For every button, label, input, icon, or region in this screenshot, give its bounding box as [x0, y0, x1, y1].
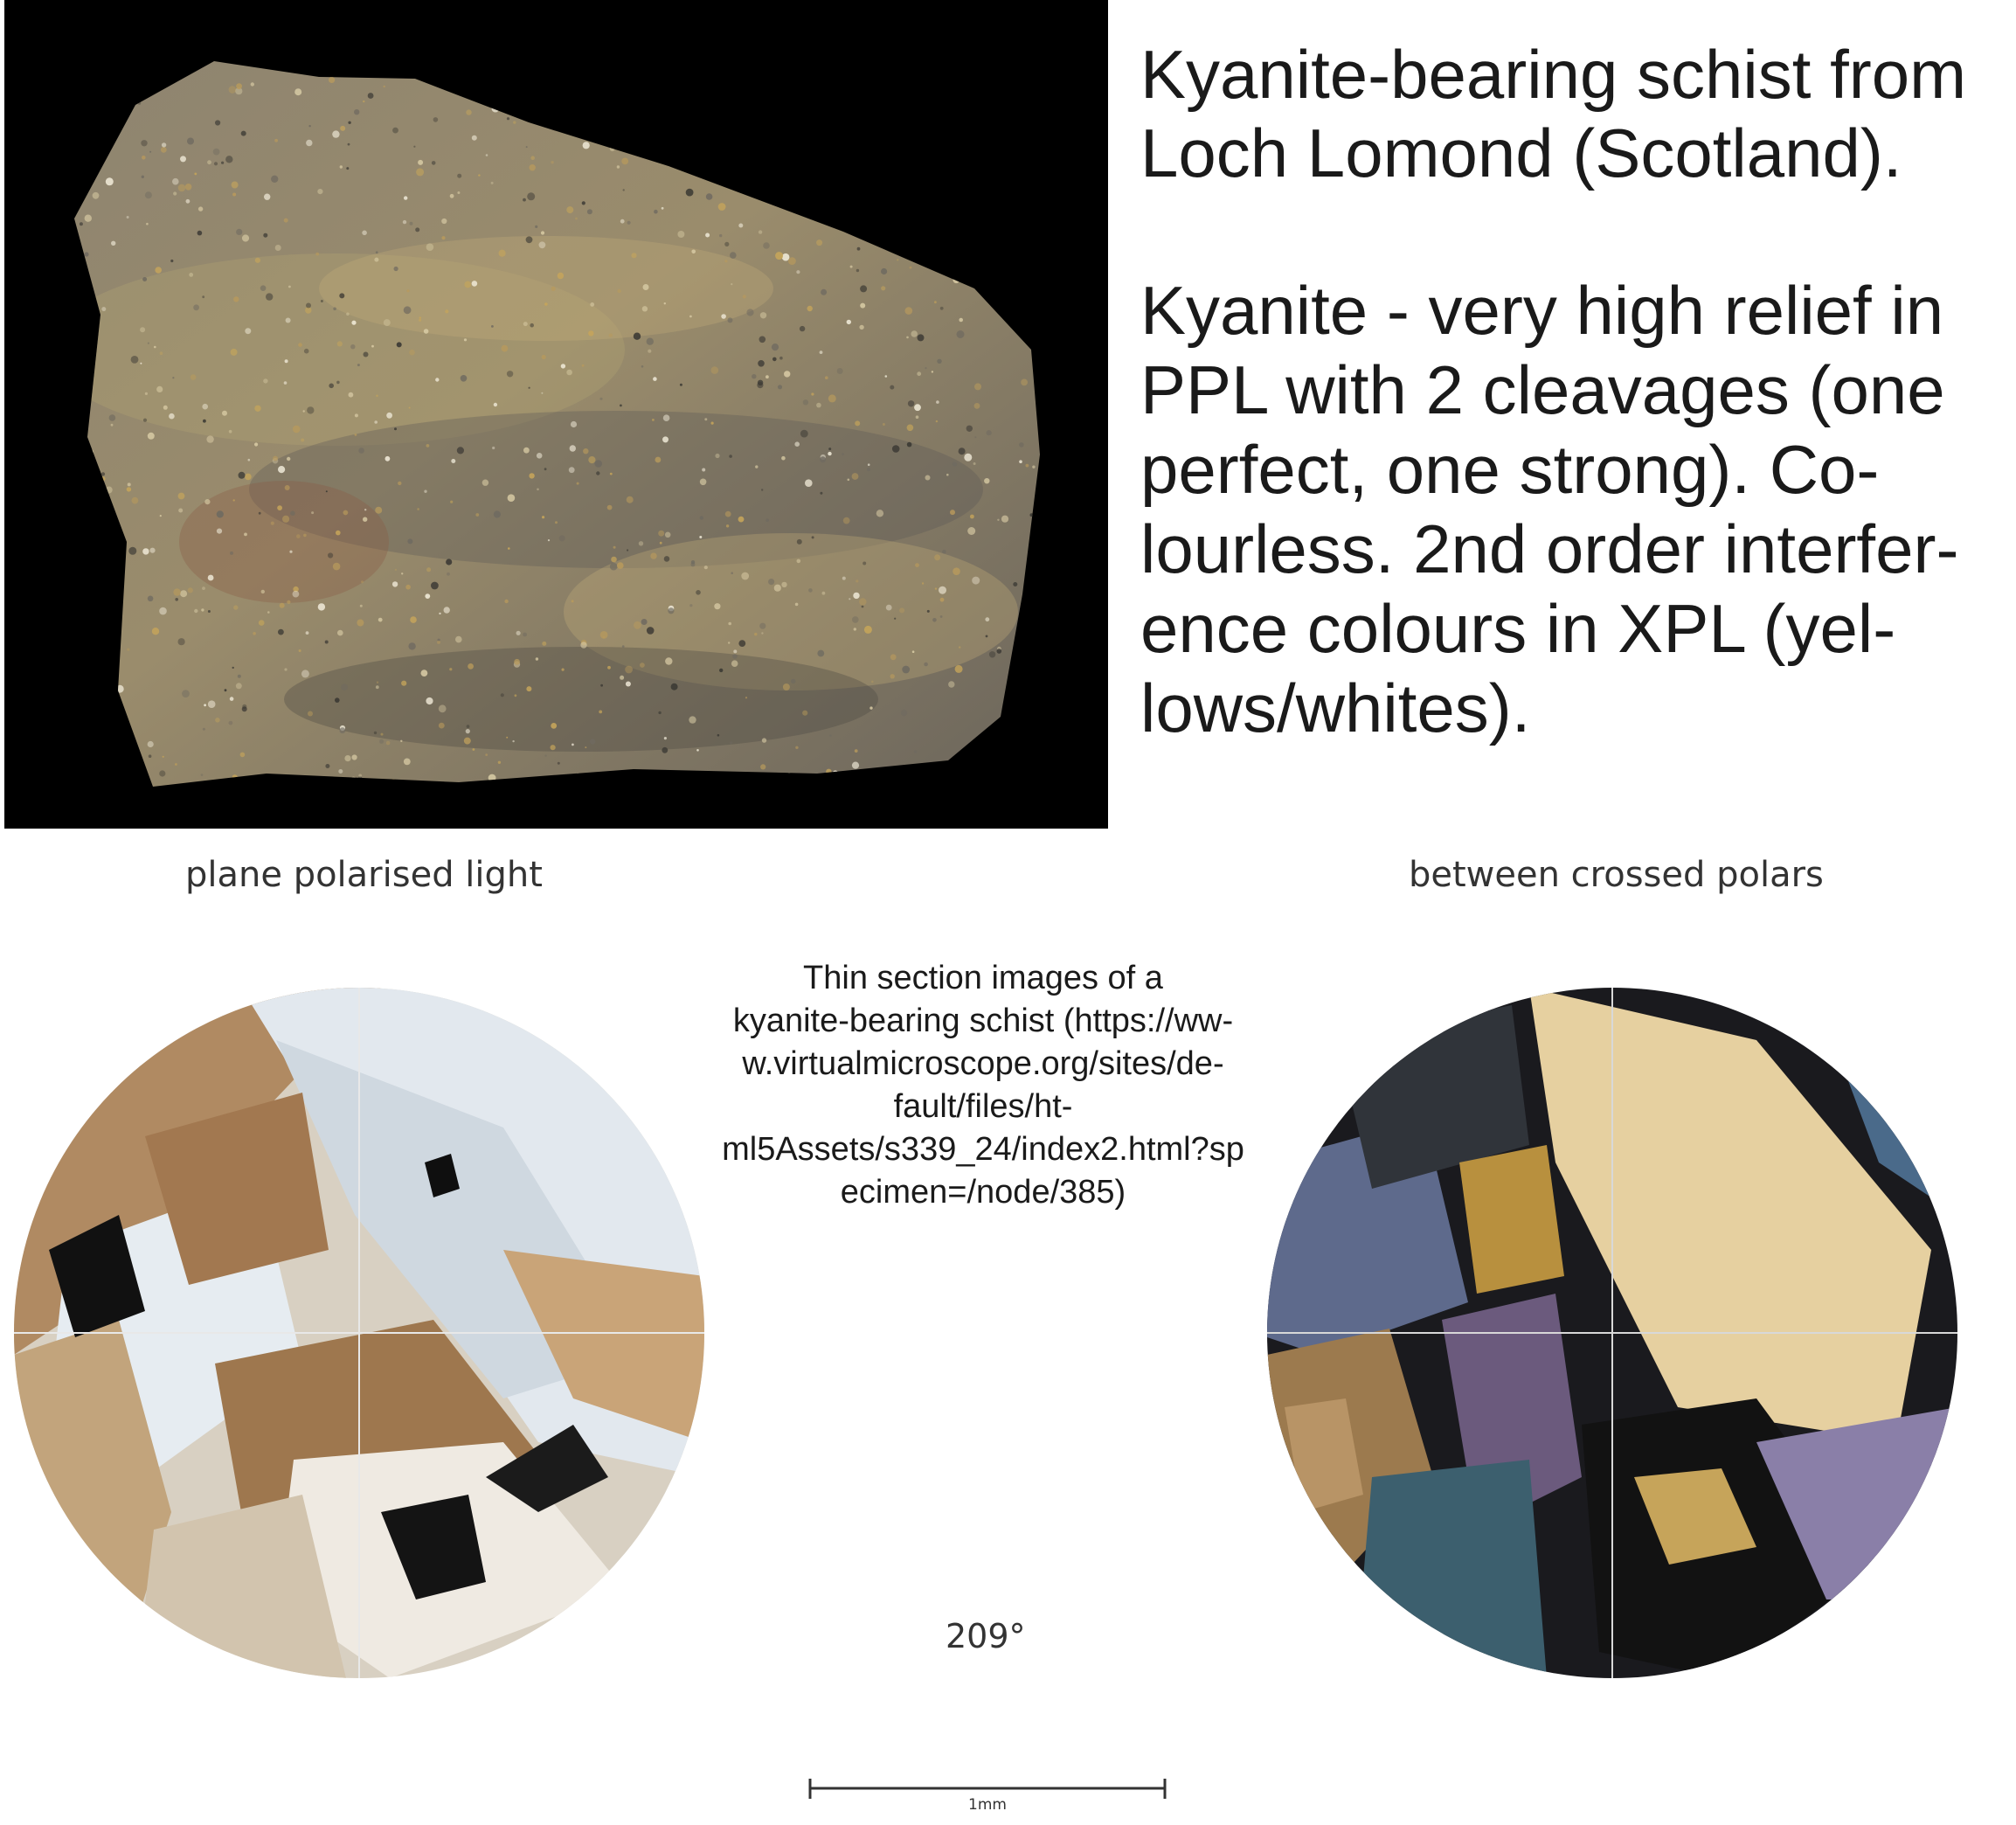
- specimen-title: Kyanite-bearing schist from Loch Lomond …: [1140, 36, 1967, 191]
- hand-specimen-photo: [4, 0, 1108, 829]
- ppl-label: plane polarised light: [185, 855, 543, 895]
- ppl-thin-section: [14, 988, 704, 1678]
- ppl-micrograph: [14, 988, 704, 1678]
- thin-section-caption: Thin section images of a kyanite-bearing…: [722, 960, 1244, 1211]
- xpl-label: between crossed polars: [1409, 855, 1824, 895]
- schist-rock-image: [4, 0, 1108, 829]
- scale-bar-label: 1mm: [968, 1796, 1007, 1814]
- rotation-angle: 209°: [946, 1617, 1026, 1655]
- kyanite-description: Kyanite - very high relief in PPL with 2…: [1140, 272, 1959, 746]
- xpl-micrograph: [1267, 988, 1957, 1678]
- xpl-thin-section: [1267, 988, 1957, 1678]
- scale-bar: 1mm: [808, 1774, 1167, 1825]
- scale-bar-line: [808, 1779, 1167, 1799]
